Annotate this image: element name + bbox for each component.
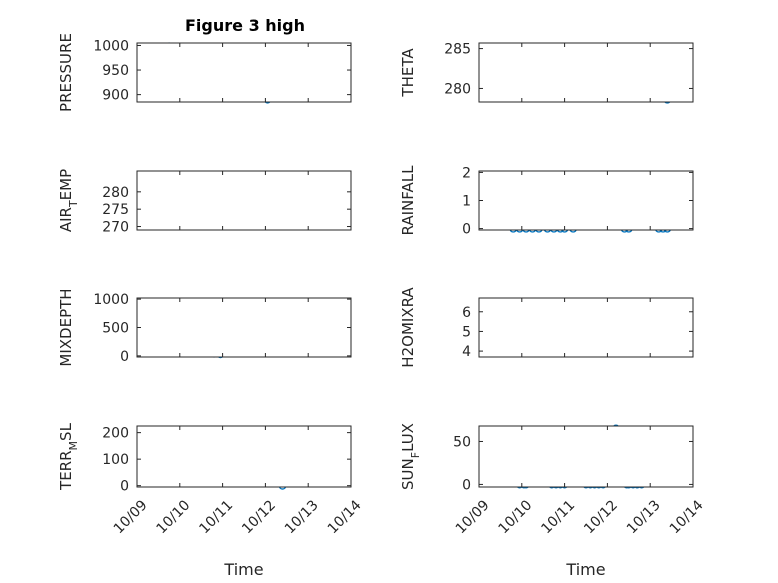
y-axis-label-text: TERR [57, 450, 75, 491]
y-tick-label: 1 [462, 194, 471, 210]
y-tick-label: 280 [102, 185, 129, 201]
y-tick-label: 270 [102, 220, 129, 236]
y-tick-label: 0 [120, 479, 129, 495]
y-axis-label: MIXDEPTH [57, 288, 75, 366]
y-tick-label: 500 [102, 321, 129, 337]
subplot-rainfall: 0 1 2 RAINFALL [399, 165, 694, 238]
subplot-mixdepth: 0 500 1000 MIXDEPTH [57, 288, 352, 367]
subplot-h2omixra: 4 5 6 H2OMIXRA [399, 287, 694, 368]
y-axis-label-suffix: LUX [399, 423, 417, 452]
y-axis-label-text: AIR [57, 207, 75, 232]
y-axis-label: THETA [399, 48, 417, 98]
y-tick-label: 275 [102, 202, 129, 218]
subplot-pressure: 900 950 1000 PRESSURE [57, 33, 352, 112]
y-axis-label: H2OMIXRA [399, 287, 417, 368]
y-axis-label-text: RAINFALL [399, 165, 417, 236]
x-axis-label: Time [223, 560, 263, 579]
y-axis-label-text: MIXDEPTH [57, 288, 75, 366]
y-tick-label: 50 [453, 434, 471, 450]
y-tick-label: 285 [444, 42, 471, 58]
y-axis-label: PRESSURE [57, 33, 75, 112]
y-axis-label: RAINFALL [399, 165, 417, 236]
y-tick-label: 100 [102, 452, 129, 468]
y-axis-label-suffix: EMP [57, 169, 75, 200]
y-tick-label: 900 [102, 88, 129, 104]
y-tick-label: 0 [120, 349, 129, 365]
axes-frame [136, 297, 352, 358]
y-tick-label: 0 [462, 477, 471, 493]
axes-frame [136, 170, 352, 231]
y-axis-label-text: THETA [399, 48, 417, 98]
y-axis-label-text: PRESSURE [57, 33, 75, 112]
y-axis-label: AIRTEMP [57, 169, 80, 232]
y-tick-label: 0 [462, 222, 471, 238]
y-axis-label-subscript: F [409, 452, 422, 458]
y-tick-label: 1000 [93, 292, 129, 308]
y-tick-label: 2 [462, 165, 471, 181]
subplot-theta: 280 285 THETA [399, 42, 694, 104]
y-tick-label: 4 [462, 344, 471, 360]
figure-title: Figure 3 high [185, 16, 305, 35]
axes-frame [478, 170, 694, 231]
axes-frame [136, 425, 352, 488]
y-tick-label: 950 [102, 63, 129, 79]
y-axis-label-subscript: T [67, 200, 80, 208]
y-tick-label: 5 [462, 324, 471, 340]
axes-frame [478, 42, 694, 103]
axes-frame [478, 425, 694, 488]
y-tick-label: 1000 [93, 38, 129, 54]
y-axis-label: SUNFLUX [399, 423, 422, 490]
y-tick-label: 6 [462, 305, 471, 321]
y-axis-label-subscript: M [67, 441, 80, 451]
y-tick-label: 280 [444, 81, 471, 97]
y-axis-label-text: H2OMIXRA [399, 287, 417, 368]
axes-frame [136, 42, 352, 103]
y-axis-label-text: SUN [399, 458, 417, 490]
x-axis-label: Time [565, 560, 605, 579]
y-axis-label-suffix: SL [57, 422, 75, 441]
y-tick-label: 200 [102, 426, 129, 442]
y-axis-label: TERRMSL [57, 422, 80, 491]
axes-frame [478, 297, 694, 358]
